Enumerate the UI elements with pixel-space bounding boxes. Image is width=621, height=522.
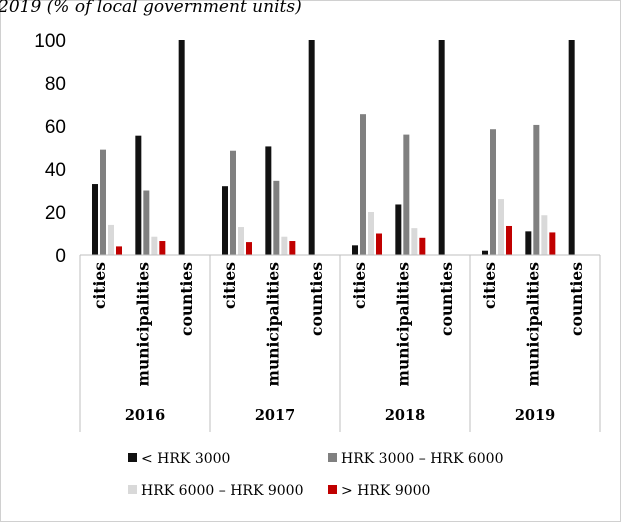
year-label: 2017 (255, 407, 295, 424)
bar (273, 180, 280, 255)
y-tick-label: 60 (45, 117, 66, 138)
year-labels: 2016 2017 2018 2019 (125, 407, 555, 424)
bar (411, 228, 418, 255)
bar (368, 212, 374, 255)
bar (419, 237, 426, 255)
y-axis: 0 20 40 60 80 100 (34, 31, 66, 267)
bar (568, 40, 575, 255)
bar (100, 149, 106, 255)
bar (281, 236, 288, 255)
year-label: 2018 (385, 407, 425, 424)
bar (246, 242, 252, 255)
bar (498, 199, 504, 255)
bar (108, 224, 114, 255)
bar (222, 186, 228, 255)
category-labels: cities municipalities counties cities munici… (90, 262, 586, 387)
y-tick-label: 80 (45, 74, 66, 95)
bar (533, 124, 540, 255)
legend-swatch (328, 485, 337, 494)
category-label: cities (220, 262, 239, 309)
bar (490, 129, 496, 255)
category-label: municipalities (393, 262, 412, 387)
legend-label: < HRK 3000 (141, 451, 230, 467)
legend-label: HRK 3000 – HRK 6000 (341, 451, 503, 467)
legend-swatch (128, 453, 137, 462)
bar (92, 184, 98, 255)
bar (230, 150, 236, 255)
legend-label: HRK 6000 – HRK 9000 (141, 483, 303, 499)
bar (482, 250, 488, 255)
bar (159, 241, 166, 255)
year-label: 2016 (125, 407, 165, 424)
bar (143, 190, 150, 255)
x-axis (79, 254, 601, 432)
category-label: cities (90, 262, 109, 309)
category-label: counties (567, 262, 586, 336)
bar (116, 246, 122, 255)
category-label: counties (177, 262, 196, 336)
bar (506, 225, 512, 255)
legend-label: > HRK 9000 (341, 483, 430, 499)
category-label: cities (350, 262, 369, 309)
bar (238, 227, 244, 255)
category-label: cities (480, 262, 499, 309)
bar (289, 241, 296, 255)
legend: < HRK 3000 HRK 3000 – HRK 6000 HRK 6000 – … (128, 451, 503, 499)
chart-header-text: 2019 (% of local government units) (0, 0, 302, 17)
y-tick-label: 40 (45, 160, 66, 181)
category-label: municipalities (523, 262, 542, 387)
bars (92, 40, 575, 255)
bar (403, 134, 410, 255)
y-tick-label: 0 (55, 246, 66, 267)
bar (525, 231, 532, 255)
bar (438, 40, 445, 255)
legend-swatch (328, 453, 337, 462)
y-tick-label: 20 (45, 203, 66, 224)
category-label: municipalities (263, 262, 282, 387)
bar (541, 215, 548, 255)
bar (549, 232, 556, 255)
bar (265, 146, 272, 255)
category-label: municipalities (133, 262, 152, 387)
bar (360, 114, 366, 255)
bar (135, 135, 142, 255)
bar (376, 233, 382, 255)
bar (178, 40, 185, 255)
bar (151, 236, 158, 255)
legend-swatch (128, 485, 137, 494)
category-label: counties (437, 262, 456, 336)
category-label: counties (307, 262, 326, 336)
year-label: 2019 (515, 407, 555, 424)
bar (352, 245, 358, 255)
y-tick-label: 100 (34, 31, 66, 52)
bar (395, 204, 402, 255)
bar (308, 40, 315, 255)
